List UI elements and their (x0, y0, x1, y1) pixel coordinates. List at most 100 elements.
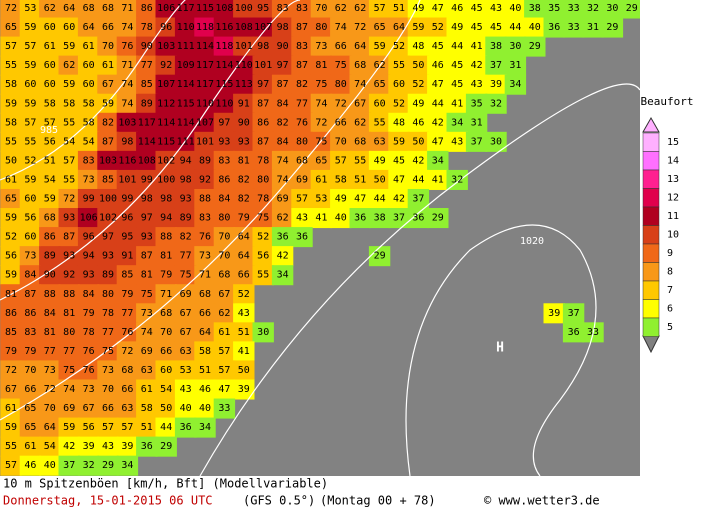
gust-value: 57 (218, 346, 230, 357)
gust-cell (543, 17, 565, 38)
gust-cell (0, 36, 22, 57)
gust-value: 32 (451, 174, 463, 185)
gust-value: 61 (315, 174, 327, 185)
gust-value: 65 (374, 22, 386, 33)
gust-cell (116, 227, 139, 248)
gust-cell (233, 36, 255, 57)
gust-cell (485, 17, 507, 38)
gust-value: 89 (180, 213, 192, 224)
gust-cell (155, 360, 177, 381)
gust-cell (504, 0, 527, 19)
gust-value: 46 (24, 460, 36, 471)
gust-cell (136, 303, 158, 324)
gust-cell (194, 322, 216, 343)
gust-cell (39, 188, 61, 210)
gust-cell (213, 341, 236, 362)
gust-cell (213, 360, 236, 381)
gust-value: 60 (83, 79, 95, 90)
gust-value: 29 (626, 3, 638, 14)
gust-value: 57 (24, 41, 36, 52)
gust-cell (97, 436, 119, 457)
gust-value: 97 (218, 117, 230, 128)
gust-value: 47 (354, 194, 366, 205)
gust-value: 60 (24, 232, 36, 243)
gust-cell (0, 303, 22, 324)
gust-value: 77 (121, 308, 133, 319)
gust-cell (465, 112, 488, 133)
gust-value: 93 (141, 232, 153, 243)
gust-value: 108 (138, 155, 156, 166)
gust-cell (252, 131, 274, 152)
gust-cell (194, 417, 216, 438)
gust-value: 72 (354, 22, 366, 33)
gust-cell (349, 208, 371, 229)
gust-cell (446, 17, 468, 38)
gust-cell (562, 17, 585, 38)
gust-cell (582, 17, 604, 38)
gust-value: 117 (177, 3, 195, 14)
gust-value: 88 (44, 289, 56, 300)
gust-value: 62 (354, 3, 366, 14)
gust-value: 41 (432, 174, 444, 185)
gust-value: 107 (254, 22, 272, 33)
gust-cell (19, 246, 42, 267)
gust-cell (19, 455, 42, 476)
gust-value: 93 (180, 194, 192, 205)
gust-cell (39, 398, 61, 419)
gust-value: 59 (63, 422, 75, 433)
gust-value: 36 (568, 327, 580, 338)
gust-value: 68 (354, 60, 366, 71)
gust-cell (155, 74, 177, 95)
gust-value: 87 (257, 136, 269, 147)
gust-value: 40 (199, 403, 211, 414)
gust-cell (97, 208, 119, 229)
gust-cell (174, 188, 197, 210)
gust-value: 63 (374, 136, 386, 147)
gust-value: 58 (5, 79, 17, 90)
gust-value: 98 (141, 194, 153, 205)
gust-cell (465, 17, 488, 38)
gust-cell (213, 398, 236, 419)
legend-swatch (642, 132, 660, 152)
gust-cell (271, 208, 294, 229)
gust-value: 92 (199, 174, 211, 185)
gust-value: 57 (374, 3, 386, 14)
gust-cell (252, 112, 274, 133)
legend-swatch (642, 262, 660, 282)
gust-value: 99 (121, 194, 133, 205)
gust-cell (194, 36, 216, 57)
gust-cell (155, 150, 177, 171)
gust-value: 44 (160, 422, 172, 433)
gust-cell (97, 36, 119, 57)
gust-cell (407, 150, 430, 171)
legend-swatch (642, 151, 660, 171)
gust-value: 90 (44, 270, 56, 281)
gust-value: 41 (315, 213, 327, 224)
gust-cell (116, 93, 139, 114)
gust-cell (368, 112, 391, 133)
gust-cell (465, 131, 488, 152)
gust-cell (194, 398, 216, 419)
gust-cell (233, 169, 255, 190)
gust-value: 64 (199, 327, 211, 338)
gust-cell (330, 169, 352, 190)
gust-cell (368, 0, 391, 19)
gust-cell (58, 379, 80, 400)
gust-value: 61 (24, 441, 36, 452)
gust-value: 103 (157, 41, 175, 52)
gust-cell (252, 17, 274, 38)
gust-value: 80 (296, 136, 308, 147)
gust-value: 94 (180, 155, 192, 166)
gust-cell (19, 0, 42, 19)
gust-cell (174, 74, 197, 95)
gust-value: 57 (5, 460, 17, 471)
gust-cell (213, 208, 236, 229)
gust-value: 69 (141, 346, 153, 357)
gust-value: 69 (180, 289, 192, 300)
gust-cell (485, 36, 507, 57)
gust-cell (174, 265, 197, 286)
gust-cell (349, 188, 371, 210)
gust-cell (58, 17, 80, 38)
gust-cell (562, 322, 585, 343)
legend-label: 11 (667, 211, 679, 222)
